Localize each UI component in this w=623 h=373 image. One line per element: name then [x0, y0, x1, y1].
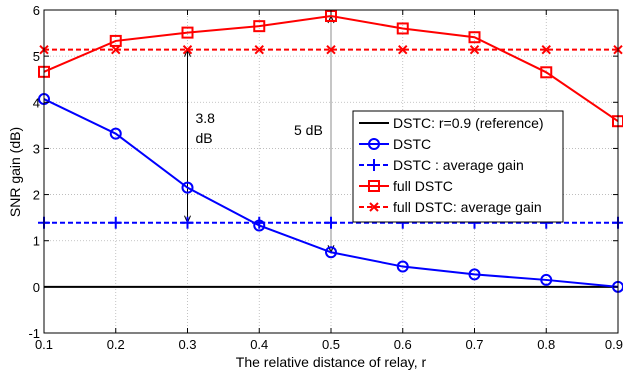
series-3	[38, 9, 623, 128]
annotation-text-3-8-db: dB	[196, 130, 213, 146]
legend-label: DSTC : average gain	[393, 157, 524, 173]
x-tick-label: 0.6	[394, 337, 412, 352]
data-point-square	[368, 180, 380, 192]
legend: DSTC: r=0.9 (reference) DSTC DSTC : averag…	[352, 110, 564, 223]
data-point-circle	[368, 138, 380, 150]
y-tick-label: 3	[33, 141, 40, 156]
data-point-square	[468, 31, 481, 44]
data-point-circle	[468, 268, 481, 281]
data-point-square	[396, 22, 409, 35]
y-tick-label: 5	[33, 49, 40, 64]
y-tick-label: 0	[33, 280, 40, 295]
data-point-x	[369, 202, 379, 212]
legend-entry: DSTC : average gain	[359, 157, 524, 173]
data-point-square	[109, 34, 122, 47]
data-point-circle	[109, 127, 122, 140]
data-point-plus	[181, 216, 194, 229]
y-tick-label: -1	[28, 326, 40, 341]
data-point-circle	[325, 246, 337, 259]
x-tick-label: 0.3	[178, 337, 196, 352]
series-4	[39, 44, 623, 55]
x-tick-label: 0.8	[537, 337, 555, 352]
y-tick-label: 1	[33, 234, 40, 249]
x-tick-label: 0.9	[605, 337, 623, 352]
data-point-x	[541, 44, 551, 55]
data-point-circle	[540, 273, 553, 286]
data-point-x	[398, 44, 408, 55]
data-point-square	[540, 66, 553, 79]
data-point-plus	[368, 159, 380, 171]
y-tick-label: 2	[33, 188, 40, 203]
data-point-plus	[325, 216, 337, 229]
annotation-text-3-8-db: 3.8	[196, 110, 216, 126]
y-tick-label: 4	[33, 95, 40, 110]
series-line	[43, 14, 619, 123]
legend-label: DSTC	[393, 136, 431, 152]
data-point-circle	[181, 181, 194, 194]
legend-label: DSTC: r=0.9 (reference)	[393, 115, 544, 131]
annotation-text-5-db: 5 dB	[294, 122, 323, 138]
data-point-square	[181, 26, 194, 39]
legend-entry: full DSTC: average gain	[359, 199, 542, 215]
legend-box	[352, 110, 564, 223]
x-tick-label: 0.1	[35, 337, 53, 352]
legend-label: full DSTC	[393, 178, 453, 194]
series-group	[38, 9, 623, 293]
x-tick-label: 0.4	[250, 337, 268, 352]
legend-entry: full DSTC	[359, 178, 453, 194]
y-tick-label: 6	[33, 3, 40, 18]
data-point-plus	[109, 216, 122, 229]
x-tick-label: 0.5	[322, 337, 340, 352]
data-point-plus	[253, 216, 266, 229]
annotation-text-group: 3.8 dB 5 dB	[196, 110, 323, 146]
data-point-square	[253, 20, 266, 33]
axes: 0.1 0.2 0.3 0.4 0.5 0.6 0.7 0.8 0.9 -1 0 1 2 3 4 5 6	[28, 3, 623, 352]
y-axis-label: SNR gain (dB)	[7, 127, 23, 217]
legend-entry: DSTC	[359, 136, 431, 152]
data-point-circle	[396, 260, 409, 273]
x-tick-label: 0.7	[465, 337, 483, 352]
x-tick-label: 0.2	[107, 337, 125, 352]
data-point-x	[111, 44, 121, 55]
x-axis-label: The relative distance of relay, r	[236, 354, 427, 370]
data-point-x	[326, 44, 336, 55]
legend-entry: DSTC: r=0.9 (reference)	[359, 115, 544, 131]
data-point-x	[254, 44, 264, 55]
data-point-x	[182, 44, 193, 55]
legend-label: full DSTC: average gain	[393, 199, 542, 215]
series-line	[43, 98, 619, 288]
data-point-x	[469, 44, 480, 55]
